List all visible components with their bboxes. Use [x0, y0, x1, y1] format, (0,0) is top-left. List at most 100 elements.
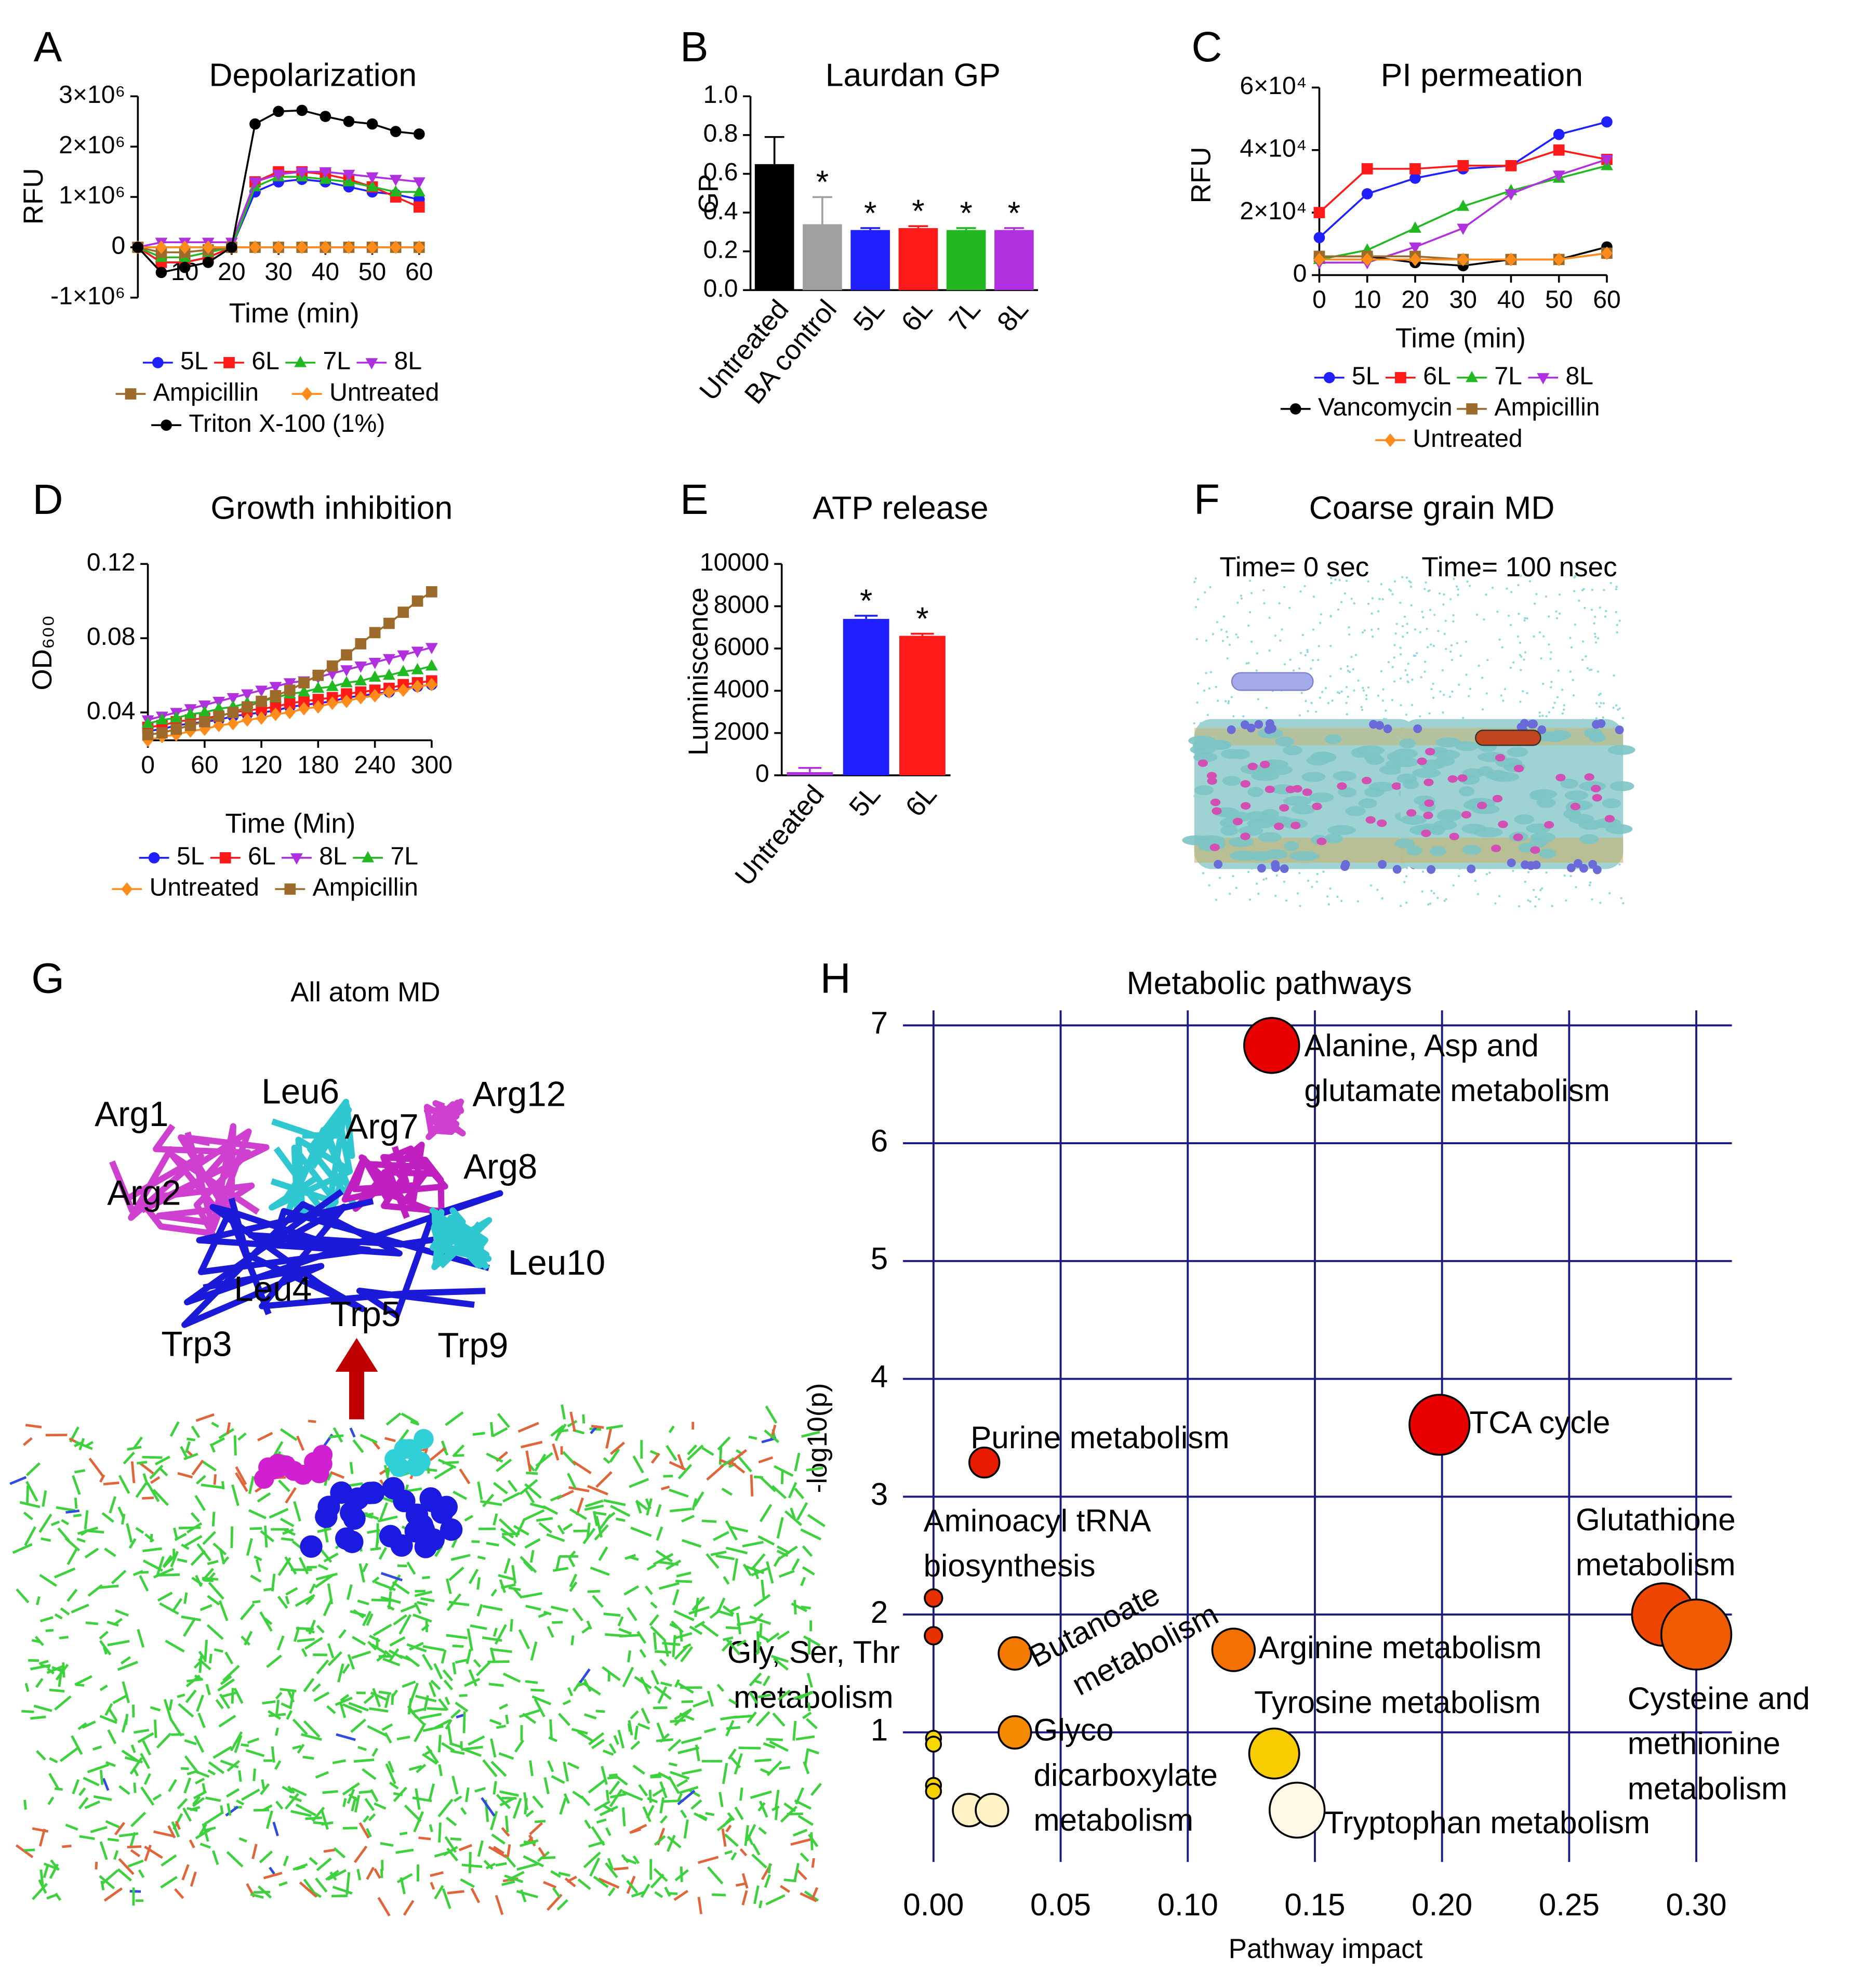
lipid-stick — [413, 1613, 432, 1623]
lipid-stick — [199, 1604, 212, 1611]
lipid-stick — [286, 1710, 293, 1720]
lipid-stick — [173, 1527, 179, 1540]
lipid-stick — [771, 1485, 787, 1499]
lipid-stick — [493, 1627, 498, 1637]
solvent-dot — [1553, 702, 1556, 704]
solvent-dot — [1555, 617, 1559, 619]
marker — [1409, 163, 1421, 175]
solvent-dot — [1535, 896, 1537, 898]
lipid-stick — [205, 1796, 221, 1802]
solvent-dot — [1356, 900, 1359, 903]
lipid-stick — [227, 1803, 232, 1816]
lipid-stick — [568, 1557, 576, 1568]
residue-sticks — [352, 1142, 446, 1220]
legend-label: 8L — [319, 842, 347, 870]
lipid-stick — [736, 1612, 742, 1635]
lipid-stick — [207, 1769, 216, 1776]
marker — [312, 669, 324, 681]
lipid-stick — [422, 1725, 444, 1732]
lipid-stick — [673, 1610, 695, 1622]
lipid-stick — [191, 1577, 203, 1586]
lipid — [1560, 778, 1578, 789]
lipid-stick — [204, 1812, 222, 1825]
lipid-stick — [36, 1750, 46, 1761]
solvent-dot — [1475, 613, 1479, 616]
lipid-stick — [583, 1851, 601, 1869]
solvent-dot — [1388, 588, 1391, 591]
legend-label: 8L — [394, 347, 422, 375]
lipid — [1222, 776, 1241, 786]
marker — [241, 689, 254, 701]
marker — [369, 627, 381, 639]
solvent-dot — [1336, 691, 1339, 694]
solvent-dot — [1204, 591, 1206, 594]
solvent-dot — [1588, 884, 1591, 886]
lipid-stick — [171, 1821, 180, 1838]
lipid-stick — [621, 1790, 643, 1801]
lipid-stick — [59, 1636, 69, 1639]
lipid-stick — [677, 1746, 700, 1754]
solvent-dot — [1403, 881, 1406, 883]
lipid — [1579, 834, 1599, 844]
lipid — [1435, 737, 1461, 748]
phosphate — [1378, 859, 1387, 869]
bar — [898, 228, 938, 290]
solvent-dot — [1357, 679, 1360, 682]
lipid-stick — [525, 1605, 541, 1611]
y-tick-label: 0 — [755, 760, 769, 788]
solvent-dot — [1507, 614, 1510, 617]
lipid-head — [1555, 774, 1566, 782]
solvent-dot — [1599, 902, 1602, 904]
lipid-stick — [74, 1498, 78, 1509]
lipid-stick — [499, 1579, 507, 1593]
lipid-stick — [455, 1659, 468, 1664]
lipid — [1485, 770, 1508, 780]
solvent-dot — [1563, 708, 1565, 711]
solvent-dot — [1498, 895, 1501, 897]
solvent-dot — [1365, 698, 1368, 700]
lipid-stick — [36, 1596, 41, 1606]
lipid-stick — [292, 1745, 301, 1750]
marker — [1601, 155, 1613, 166]
lipid-stick — [513, 1525, 529, 1536]
lipid-stick — [330, 1471, 345, 1479]
lipid-stick — [99, 1631, 109, 1640]
lipid-stick — [190, 1871, 197, 1887]
lipid-stick — [47, 1796, 55, 1805]
solvent-dot — [1491, 587, 1494, 589]
lipid-stick — [335, 1697, 353, 1706]
solvent-dot — [1444, 647, 1447, 651]
lipid-stick — [490, 1761, 507, 1777]
solvent-dot — [1377, 610, 1380, 613]
y-tick-label: 0.0 — [703, 274, 738, 302]
solvent-dot — [1334, 578, 1337, 581]
solvent-dot — [1523, 619, 1526, 622]
lipid-stick — [792, 1720, 797, 1741]
peptide-atom — [410, 1451, 431, 1472]
solvent-dot — [1367, 602, 1370, 605]
lipid-stick — [277, 1595, 288, 1609]
solvent-dot — [1409, 581, 1412, 584]
lipid-stick — [564, 1877, 576, 1887]
marker — [1466, 403, 1478, 415]
lipid-stick — [550, 1425, 564, 1437]
lipid-stick — [247, 1737, 260, 1744]
lipid-stick — [618, 1627, 632, 1635]
marker — [255, 685, 268, 697]
solvent-dot — [1433, 892, 1435, 895]
lipid-stick — [352, 1439, 364, 1453]
lipid-stick — [505, 1714, 509, 1725]
solvent-dot — [1612, 706, 1615, 709]
lipid-stick — [240, 1603, 255, 1621]
lipid-stick — [730, 1852, 737, 1861]
lipid-stick — [12, 1543, 33, 1554]
lipid-stick — [421, 1624, 430, 1632]
lipid-stick — [130, 1849, 141, 1858]
residue-label: Trp3 — [161, 1325, 232, 1364]
lipid — [1564, 790, 1589, 801]
lipid-stick — [763, 1742, 776, 1749]
lipid-stick — [476, 1577, 481, 1590]
residue-label: Trp9 — [437, 1326, 508, 1365]
marker — [202, 257, 214, 268]
lipid-stick — [646, 1564, 657, 1571]
